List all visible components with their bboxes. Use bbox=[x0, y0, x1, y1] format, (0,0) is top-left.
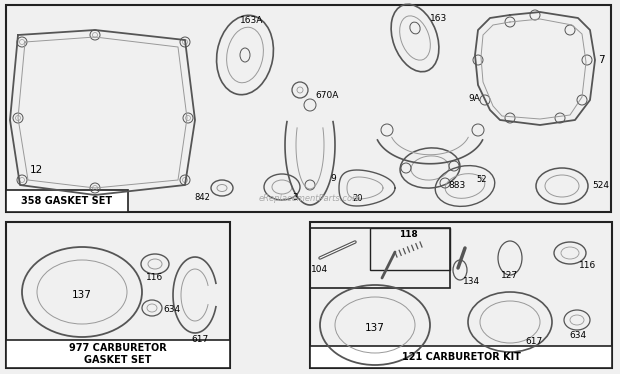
Bar bbox=[310, 228, 450, 288]
Text: 524: 524 bbox=[592, 181, 609, 190]
Text: 104: 104 bbox=[311, 266, 329, 275]
Text: 3: 3 bbox=[292, 193, 298, 202]
Bar bbox=[6, 5, 611, 212]
Text: 118: 118 bbox=[399, 230, 417, 239]
Text: 842: 842 bbox=[194, 193, 210, 202]
Text: 7: 7 bbox=[598, 55, 604, 65]
Text: 163A: 163A bbox=[241, 15, 264, 25]
Text: 9A: 9A bbox=[468, 94, 480, 102]
Bar bbox=[6, 340, 230, 368]
Text: 127: 127 bbox=[502, 270, 518, 279]
Text: 121 CARBURETOR KIT: 121 CARBURETOR KIT bbox=[402, 352, 520, 362]
Bar bbox=[370, 228, 450, 270]
Text: 134: 134 bbox=[463, 278, 480, 286]
Text: eReplacementParts.com: eReplacementParts.com bbox=[259, 193, 361, 202]
Text: 20: 20 bbox=[353, 193, 363, 202]
Text: 634: 634 bbox=[163, 306, 180, 315]
Text: 52: 52 bbox=[476, 175, 487, 184]
Text: 116: 116 bbox=[579, 261, 596, 270]
Text: 9: 9 bbox=[330, 174, 336, 183]
Bar bbox=[310, 346, 612, 368]
Bar bbox=[310, 222, 612, 368]
Bar bbox=[6, 190, 128, 212]
Text: 617: 617 bbox=[525, 337, 542, 346]
Bar bbox=[6, 222, 230, 368]
Text: 634: 634 bbox=[569, 331, 587, 340]
Text: 137: 137 bbox=[365, 323, 385, 333]
Text: 137: 137 bbox=[72, 290, 92, 300]
Text: 617: 617 bbox=[192, 335, 208, 344]
Text: 670A: 670A bbox=[315, 91, 339, 99]
Text: 163: 163 bbox=[430, 13, 447, 22]
Text: 883: 883 bbox=[448, 181, 465, 190]
Text: 116: 116 bbox=[146, 273, 164, 282]
Text: 358 GASKET SET: 358 GASKET SET bbox=[22, 196, 113, 206]
Text: 12: 12 bbox=[30, 165, 43, 175]
Text: 977 CARBURETOR
GASKET SET: 977 CARBURETOR GASKET SET bbox=[69, 343, 167, 365]
